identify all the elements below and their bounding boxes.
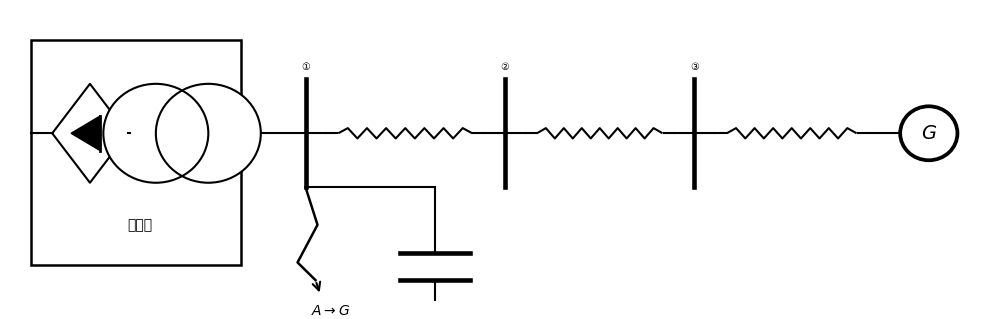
Text: $A \rightarrow G$: $A \rightarrow G$: [311, 304, 350, 318]
Polygon shape: [71, 116, 100, 151]
Text: ①: ①: [301, 62, 310, 72]
Text: ②: ②: [501, 62, 509, 72]
Text: ③: ③: [690, 62, 699, 72]
Circle shape: [103, 84, 208, 183]
Circle shape: [156, 84, 261, 183]
Text: G: G: [921, 124, 936, 143]
Text: 逆变器: 逆变器: [128, 218, 153, 232]
Bar: [31, 41, 241, 265]
Circle shape: [900, 106, 957, 160]
